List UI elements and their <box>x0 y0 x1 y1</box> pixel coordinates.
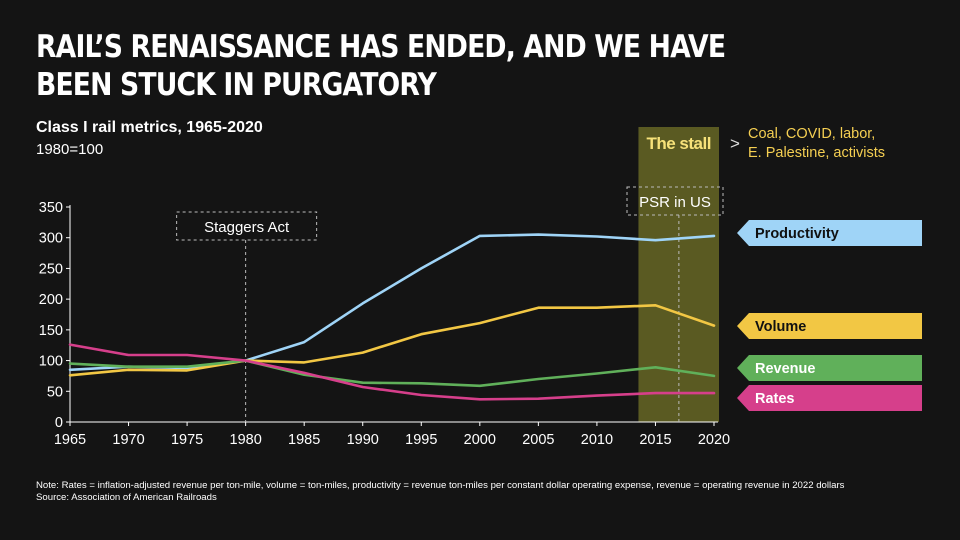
series-label-volume: Volume <box>755 319 806 335</box>
series-line-rates <box>68 343 716 401</box>
footnote-source: Source: Association of American Railroad… <box>36 492 217 503</box>
y-tick-label: 0 <box>55 415 63 431</box>
x-tick-label: 2015 <box>639 432 671 448</box>
series-group <box>68 233 716 401</box>
x-tick-label: 2010 <box>581 432 613 448</box>
series-tag-revenue <box>737 355 922 381</box>
series-line-revenue <box>68 359 716 388</box>
footnote-note: Note: Rates = inflation-adjusted revenue… <box>36 480 845 491</box>
series-line-volume <box>68 303 716 377</box>
annotation-group: Staggers Act PSR in US <box>176 186 724 422</box>
x-tick-label: 1975 <box>171 432 203 448</box>
y-tick-label: 200 <box>39 292 63 308</box>
y-tick-label: 300 <box>39 231 63 247</box>
x-tick-label: 1985 <box>288 432 320 448</box>
footnote: Note: Rates = inflation-adjusted revenue… <box>36 480 844 504</box>
series-tag-volume <box>737 313 922 339</box>
x-tick-label: 1980 <box>230 432 262 448</box>
stall-causes-line: Coal, COVID, labor, <box>748 126 875 142</box>
x-tick-label: 1970 <box>112 432 144 448</box>
x-tick-label: 1965 <box>54 432 86 448</box>
y-tick-label: 150 <box>39 323 63 339</box>
y-tick-label: 100 <box>39 354 63 370</box>
index-base-note: 1980=100 <box>36 141 104 158</box>
stall-causes-line: E. Palestine, activists <box>748 145 885 161</box>
series-label-rates: Rates <box>755 391 795 407</box>
psr-in-us-label: PSR in US <box>639 194 711 211</box>
stall-arrow: > <box>730 134 740 153</box>
series-labels-group: Productivity Volume Revenue Rates <box>737 220 922 411</box>
y-tick-label: 50 <box>47 384 63 400</box>
headline: RAIL’S RENAISSANCE HAS ENDED, AND WE HAV… <box>36 29 726 103</box>
series-label-revenue: Revenue <box>755 361 815 377</box>
x-tick-label: 1995 <box>405 432 437 448</box>
y-tick-label: 250 <box>39 261 63 277</box>
x-tick-label: 2020 <box>698 432 730 448</box>
series-label-productivity: Productivity <box>755 226 839 242</box>
series-line-productivity <box>68 233 716 372</box>
x-tick-label: 1990 <box>347 432 379 448</box>
series-tag-rates <box>737 385 922 411</box>
staggers-act-label: Staggers Act <box>204 219 290 236</box>
x-tick-label: 2005 <box>522 432 554 448</box>
x-tick-label: 2000 <box>464 432 496 448</box>
axes-group: 0 50 100 150 200 250 300 350 1965 1970 1975 1980 198… <box>39 200 730 448</box>
series-tag-productivity <box>737 220 922 246</box>
y-tick-label: 350 <box>39 200 63 216</box>
stall-label: The stall <box>646 134 710 153</box>
psr-in-us-box <box>626 186 724 216</box>
chart-subtitle: Class I rail metrics, 1965-2020 <box>36 119 263 136</box>
